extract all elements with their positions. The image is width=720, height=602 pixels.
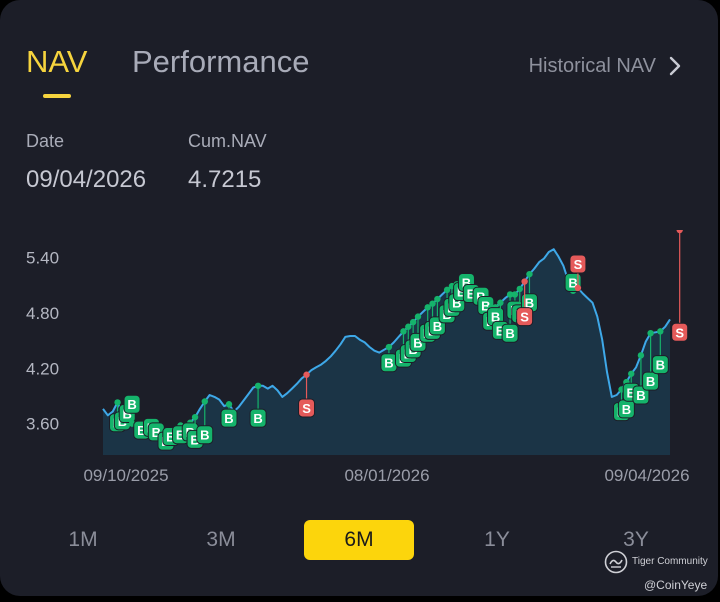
svg-text:B: B xyxy=(224,411,233,426)
buy-marker[interactable]: B xyxy=(249,382,267,428)
sell-marker[interactable]: S xyxy=(298,371,316,418)
y-tick-label: 4.80 xyxy=(26,304,59,323)
range-button-1y[interactable]: 1Y xyxy=(484,528,510,551)
svg-text:B: B xyxy=(656,358,665,373)
watermark-handle: @CoinYeye xyxy=(644,578,708,592)
tiger-community-logo xyxy=(604,550,628,574)
svg-text:B: B xyxy=(433,319,442,334)
buy-marker-dot xyxy=(254,382,262,389)
sell-marker-dot xyxy=(574,284,582,292)
svg-text:B: B xyxy=(452,296,461,311)
buy-marker-dot xyxy=(526,270,533,278)
svg-text:B: B xyxy=(166,430,175,445)
sell-marker-dot xyxy=(676,230,683,234)
buy-marker[interactable]: B xyxy=(220,401,238,428)
svg-text:B: B xyxy=(627,385,636,400)
buy-marker[interactable]: B xyxy=(380,343,398,373)
sell-marker[interactable]: S xyxy=(516,278,534,327)
buy-marker[interactable]: B xyxy=(651,328,669,375)
y-tick-label: 4.20 xyxy=(26,359,59,378)
buy-marker-dot xyxy=(424,304,431,311)
svg-text:B: B xyxy=(253,411,262,426)
nav-chart[interactable]: 5.40 4.80 4.20 3.60 09/10/2025 08/01/2026 09/0… xyxy=(0,230,718,492)
buy-marker-dot xyxy=(434,295,441,303)
sell-marker-dot xyxy=(521,278,528,285)
buy-marker-dot xyxy=(405,323,412,330)
range-button-1m[interactable]: 1M xyxy=(68,528,98,551)
y-tick-label: 5.40 xyxy=(26,249,59,268)
tab-performance[interactable]: Performance xyxy=(132,44,310,79)
svg-text:B: B xyxy=(505,326,514,341)
svg-text:B: B xyxy=(496,323,505,338)
date-label: Date xyxy=(26,131,65,151)
svg-text:S: S xyxy=(574,257,583,272)
svg-text:B: B xyxy=(190,432,199,447)
svg-text:B: B xyxy=(413,335,422,350)
chevron-right-icon[interactable] xyxy=(662,53,688,79)
svg-text:B: B xyxy=(127,397,136,412)
y-tick-label: 3.60 xyxy=(26,415,59,434)
buy-marker-dot xyxy=(414,313,422,320)
buy-marker-dot xyxy=(201,398,208,405)
buy-marker-dot xyxy=(647,329,654,337)
active-tab-indicator xyxy=(43,94,71,98)
svg-text:B: B xyxy=(152,425,161,440)
buy-marker-dot xyxy=(114,399,121,406)
sell-marker[interactable]: S xyxy=(671,230,689,342)
svg-text:B: B xyxy=(636,388,645,403)
range-button-3m[interactable]: 3M xyxy=(206,528,236,551)
svg-text:B: B xyxy=(176,428,185,443)
cum-nav-value: 4.7215 xyxy=(188,166,262,193)
svg-text:B: B xyxy=(462,275,471,290)
buy-marker-dot xyxy=(225,401,233,408)
buy-marker[interactable]: B xyxy=(632,352,650,405)
watermark-brand: Tiger Community xyxy=(632,556,708,567)
buy-marker-dot xyxy=(497,299,504,306)
range-button-6m[interactable]: 6M xyxy=(304,520,414,560)
svg-text:B: B xyxy=(622,402,631,417)
cum-nav-label: Cum.NAV xyxy=(188,131,267,151)
buy-marker-dot xyxy=(429,300,436,307)
svg-text:B: B xyxy=(467,287,476,302)
svg-text:S: S xyxy=(302,401,311,416)
buy-marker-dot xyxy=(385,343,393,351)
x-tick-label: 09/10/2025 xyxy=(83,466,168,485)
svg-text:B: B xyxy=(457,285,466,300)
svg-text:B: B xyxy=(525,296,534,311)
x-tick-label: 08/01/2026 xyxy=(344,466,429,485)
buy-marker-dot xyxy=(191,413,199,421)
svg-text:B: B xyxy=(123,406,132,421)
buy-marker-dot xyxy=(516,285,523,293)
svg-text:B: B xyxy=(491,310,500,325)
tab-nav[interactable]: NAV xyxy=(26,44,88,79)
svg-text:B: B xyxy=(481,299,490,314)
x-tick-label: 09/04/2026 xyxy=(604,466,689,485)
buy-marker-dot xyxy=(657,328,664,335)
svg-text:B: B xyxy=(384,356,393,371)
historical-nav-link[interactable]: Historical NAV xyxy=(528,55,656,77)
sell-marker-dot xyxy=(303,371,310,378)
svg-text:B: B xyxy=(200,428,209,443)
buy-marker-dot xyxy=(506,291,514,298)
buy-marker-dot xyxy=(511,291,519,298)
svg-text:B: B xyxy=(646,374,655,389)
buy-marker[interactable]: B xyxy=(642,329,660,391)
svg-text:B: B xyxy=(137,423,146,438)
buy-marker-dot xyxy=(628,370,635,377)
buy-marker-dot xyxy=(443,286,451,294)
buy-marker[interactable]: B xyxy=(196,398,214,445)
buy-marker-dot xyxy=(400,328,407,335)
svg-text:S: S xyxy=(520,310,529,325)
range-button-3y[interactable]: 3Y xyxy=(623,528,649,551)
buy-marker-dot xyxy=(409,318,417,326)
svg-text:S: S xyxy=(675,325,684,340)
date-value: 09/04/2026 xyxy=(26,166,147,193)
svg-text:B: B xyxy=(568,275,577,290)
sell-marker[interactable]: S xyxy=(569,254,587,292)
buy-marker-dot xyxy=(637,352,645,359)
